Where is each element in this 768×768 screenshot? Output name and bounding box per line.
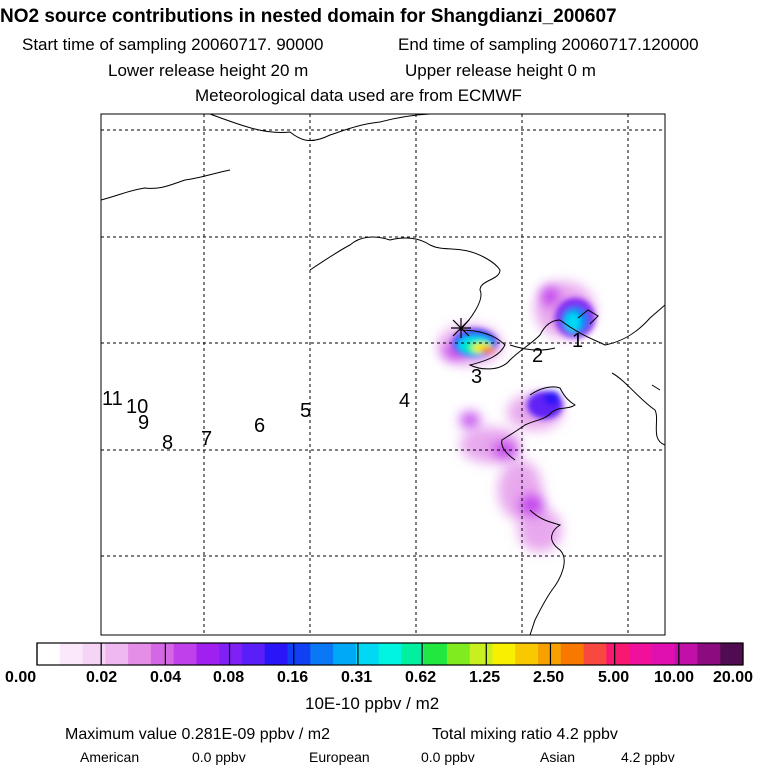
trajectory-marker-6: 6 [254, 415, 266, 437]
colorbar-tick-label: 10.00 [654, 669, 695, 686]
colorbar-units: 10E-10 ppbv / m2 [305, 694, 440, 713]
lower-release-label: Lower release height 20 m [108, 61, 309, 80]
trajectory-marker-11: 11 [102, 388, 123, 410]
colorbar-swatch [287, 643, 311, 665]
colorbar-swatch [150, 643, 175, 665]
colorbar-swatch [378, 643, 402, 665]
colorbar-swatch [492, 643, 516, 665]
trajectory-marker-3: 3 [471, 366, 483, 388]
map-frame [100, 113, 666, 636]
colorbar-swatch [37, 643, 61, 665]
trajectory-marker-10: 10 [126, 396, 149, 418]
colorbar-tick-label: 0.16 [277, 669, 309, 686]
colorbar-tick-label: 1.25 [469, 669, 501, 686]
colorbar-tick-label: 2.50 [533, 669, 565, 686]
colorbar-tick-label: 0.02 [86, 669, 118, 686]
concentration-plume [438, 282, 595, 552]
upper-release-label: Upper release height 0 m [405, 61, 596, 80]
colorbar-swatch [128, 643, 152, 665]
colorbar-swatch [629, 643, 653, 665]
colorbar-tick-label: 0.62 [405, 669, 437, 686]
asian-value: 4.2 ppbv [621, 749, 675, 765]
colorbar-swatch [196, 643, 220, 665]
total-mixing-ratio: Total mixing ratio 4.2 ppbv [432, 726, 618, 743]
colorbar-tick-label: 0.00 [5, 669, 37, 686]
colorbar [37, 643, 744, 665]
colorbar-swatch [446, 643, 471, 665]
met-data-label: Meteorological data used are from ECMWF [195, 86, 522, 105]
american-value: 0.0 ppbv [192, 749, 246, 765]
colorbar-tick-label: 0.08 [213, 669, 245, 686]
colorbar-swatch [606, 643, 630, 665]
trajectory-marker-2: 2 [532, 345, 544, 367]
colorbar-swatch [469, 643, 493, 665]
receptor-marker-icon [451, 318, 471, 338]
trajectory-marker-5: 5 [300, 400, 312, 422]
trajectory-marker-8: 8 [162, 432, 174, 454]
coastline [101, 114, 665, 635]
colorbar-swatch [82, 643, 106, 665]
colorbar-swatch [560, 643, 585, 665]
trajectory-marker-4: 4 [399, 390, 411, 412]
american-label: American [80, 749, 140, 765]
colorbar-tick-label: 0.31 [341, 669, 373, 686]
colorbar-swatch [538, 643, 562, 665]
colorbar-swatch [241, 643, 266, 665]
colorbar-swatch [515, 643, 539, 665]
colorbar-tick-label: 5.00 [598, 669, 630, 686]
trajectory-marker-9: 9 [138, 412, 150, 434]
european-label: European [309, 749, 370, 765]
colorbar-swatch [173, 643, 197, 665]
colorbar-swatch [355, 643, 380, 665]
colorbar-swatch [674, 643, 698, 665]
colorbar-swatch [720, 643, 744, 665]
colorbar-tick-label: 20.00 [713, 669, 754, 686]
colorbar-swatch [59, 643, 84, 665]
colorbar-swatch [333, 643, 357, 665]
end-time-label: End time of sampling 20060717.120000 [398, 35, 699, 54]
european-value: 0.0 ppbv [421, 749, 475, 765]
trajectory-marker-1: 1 [572, 330, 584, 352]
colorbar-swatch [651, 643, 676, 665]
start-time-label: Start time of sampling 20060717. 90000 [22, 35, 324, 54]
colorbar-swatch [219, 643, 243, 665]
colorbar-swatch [401, 643, 425, 665]
colorbar-swatch [310, 643, 334, 665]
colorbar-swatch [264, 643, 289, 665]
grid-lines [101, 114, 665, 635]
asian-label: Asian [540, 749, 576, 765]
max-value-label: Maximum value 0.281E-09 ppbv / m2 [65, 726, 331, 743]
page-title: NO2 source contributions in nested domai… [0, 6, 617, 27]
colorbar-swatch [424, 643, 448, 665]
colorbar-swatch [697, 643, 721, 665]
colorbar-swatch [105, 643, 129, 665]
colorbar-swatch [583, 643, 607, 665]
trajectory-marker-7: 7 [201, 428, 213, 450]
colorbar-tick-label: 0.04 [150, 669, 182, 686]
